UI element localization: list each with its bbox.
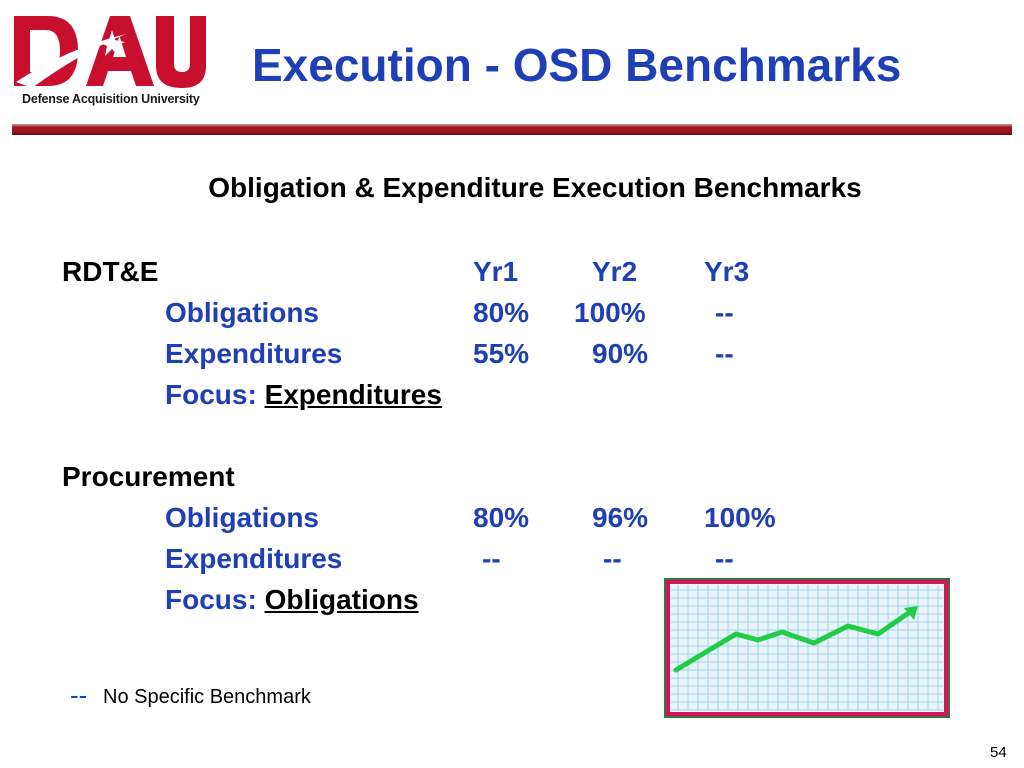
table-cell: 55% (473, 338, 530, 369)
subtitle: Obligation & Expenditure Execution Bench… (208, 172, 862, 203)
legend-text: No Specific Benchmark (103, 686, 311, 708)
table-cell: 96% (592, 502, 649, 533)
column-header-yr1: Yr1 (473, 256, 519, 287)
table-cell: -- (715, 543, 734, 574)
dau-logo (14, 16, 206, 88)
row-label: Obligations (165, 502, 319, 533)
column-header-yr2: Yr2 (592, 256, 638, 287)
row-label: Expenditures (165, 543, 343, 574)
page-title: Execution - OSD Benchmarks (252, 39, 902, 91)
legend-symbol: -- (70, 680, 88, 710)
section-title-rdte: RDT&E (62, 256, 159, 287)
table-cell: 80% (473, 502, 530, 533)
section-title-procurement: Procurement (62, 461, 235, 492)
trend-chart-illustration (664, 578, 950, 718)
row-label: Expenditures (165, 338, 343, 369)
focus-value: Expenditures (264, 379, 442, 410)
table-cell: -- (715, 297, 734, 328)
column-header-yr3: Yr3 (704, 256, 750, 287)
table-cell: -- (715, 338, 734, 369)
row-label: Obligations (165, 297, 319, 328)
table-cell: 90% (592, 338, 649, 369)
focus-label: Focus: (165, 584, 257, 615)
table-cell: -- (603, 543, 622, 574)
page-number: 54 (990, 744, 1007, 761)
table-cell: 80% (473, 297, 530, 328)
table-cell: 100% (574, 297, 646, 328)
focus-line-rdte: Focus: Expenditures (165, 379, 442, 411)
header-divider (12, 124, 1012, 135)
focus-label: Focus: (165, 379, 257, 410)
table-cell: 100% (704, 502, 776, 533)
focus-line-procurement: Focus: Obligations (165, 584, 419, 616)
table-cell: -- (482, 543, 501, 574)
focus-value: Obligations (264, 584, 419, 615)
logo-caption: Defense Acquisition University (22, 92, 200, 106)
